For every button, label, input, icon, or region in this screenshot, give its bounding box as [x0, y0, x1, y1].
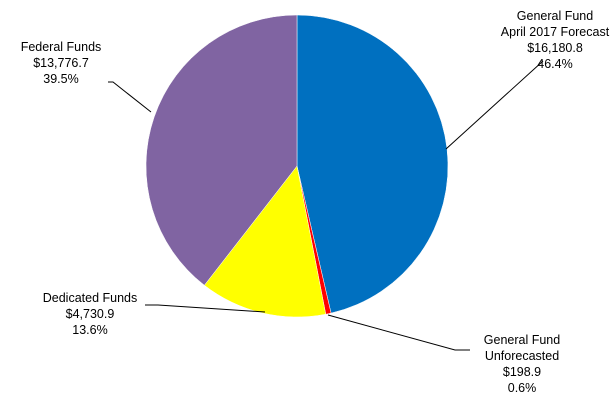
label-value: $198.9: [503, 365, 541, 379]
data-label-general-fund-april-2017-forecast: General Fund April 2017 Forecast $16,180.8…: [501, 9, 610, 71]
label-name-line: April 2017 Forecast: [501, 25, 610, 39]
leader-line-dedicated-funds: [145, 304, 266, 313]
data-label-dedicated-funds: Dedicated Funds $4,730.9 13.6%: [43, 291, 138, 337]
leader-line-general-fund-april-2017-forecast: [445, 60, 544, 150]
label-percent: 39.5%: [43, 72, 78, 86]
data-label-federal-funds: Federal Funds $13,776.7 39.5%: [21, 40, 102, 86]
pie-slice-general-fund-april-2017-forecast: [296, 14, 449, 314]
leader-lines: [108, 60, 544, 351]
label-value: $16,180.8: [527, 41, 583, 55]
label-percent: 46.4%: [537, 57, 572, 71]
label-value: $4,730.9: [66, 307, 115, 321]
label-percent: 0.6%: [508, 381, 537, 395]
label-name-line: General Fund: [484, 333, 560, 347]
pie-slices: [145, 14, 449, 318]
leader-line-general-fund-unforecasted: [327, 314, 470, 351]
pie-slice-dedicated-funds: [204, 165, 327, 318]
label-name-line: Dedicated Funds: [43, 291, 138, 305]
pie-slice-federal-funds: [145, 14, 298, 286]
label-name-line: Unforecasted: [485, 349, 559, 363]
data-labels: General Fund April 2017 Forecast $16,180.8…: [21, 9, 610, 395]
label-percent: 13.6%: [72, 323, 107, 337]
label-value: $13,776.7: [33, 56, 89, 70]
label-name-line: Federal Funds: [21, 40, 102, 54]
leader-line-federal-funds: [108, 81, 152, 113]
label-name-line: General Fund: [517, 9, 593, 23]
data-label-general-fund-unforecasted: General Fund Unforecasted $198.9 0.6%: [484, 333, 560, 395]
